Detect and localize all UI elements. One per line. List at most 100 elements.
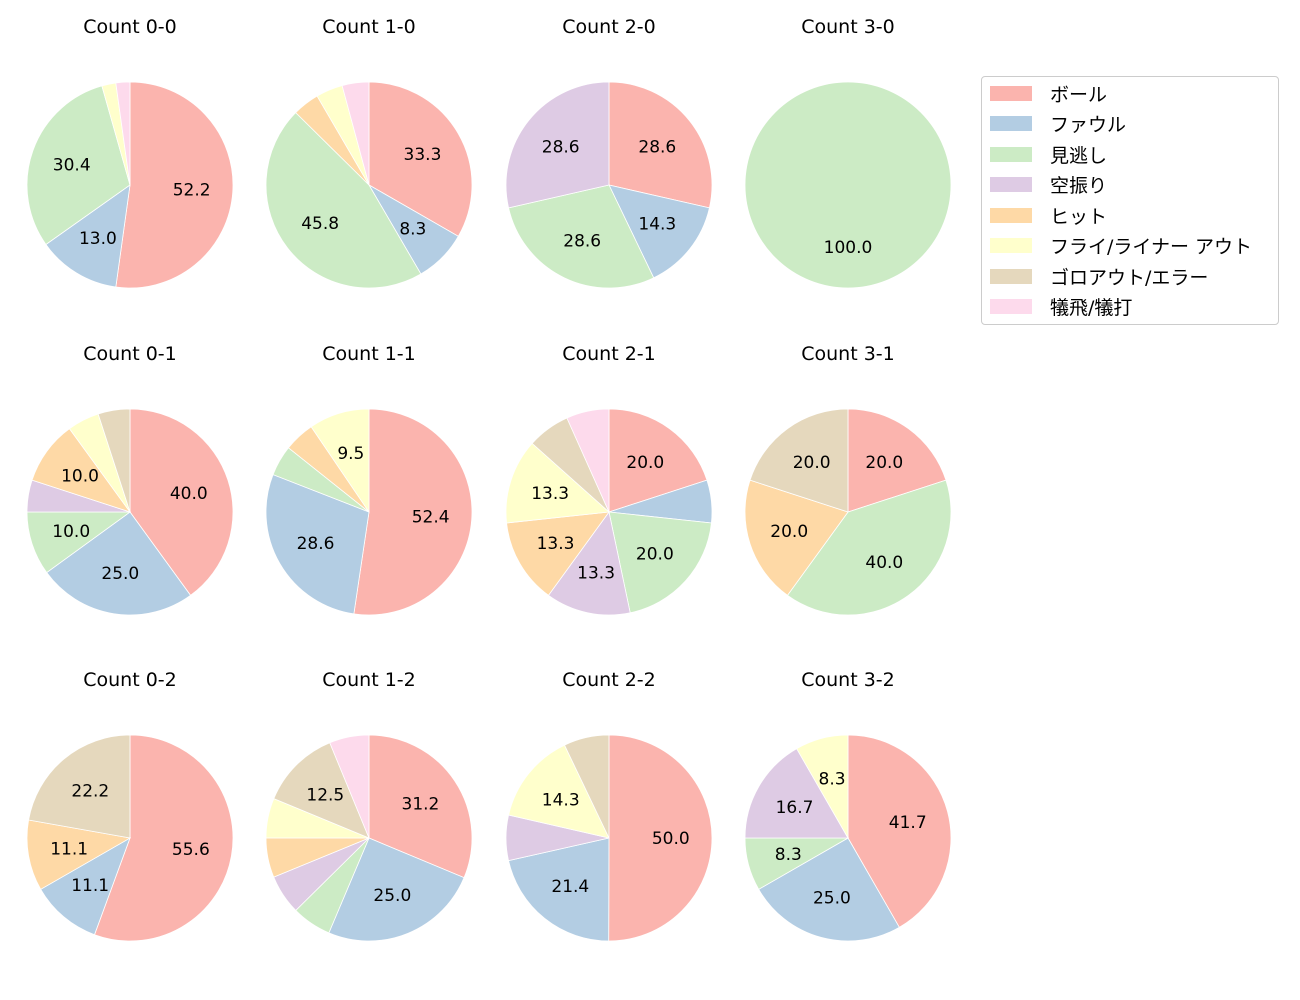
- pie-slice: [93, 734, 234, 942]
- pie-slice: [505, 442, 610, 524]
- pie-slice: [847, 408, 947, 513]
- pie-chart: 52.4 28.6 9.5: [265, 408, 473, 616]
- pie-slice-label: 41.7: [889, 813, 927, 833]
- pie-slice: [328, 837, 465, 942]
- pie-title-0-1: Count 0-1: [83, 343, 177, 365]
- pie-slice: [310, 408, 370, 514]
- pie-slice: [97, 408, 131, 513]
- pie-slice: [265, 112, 422, 289]
- pie-title-1-0: Count 1-0: [322, 16, 416, 38]
- legend-label: ヒット: [1050, 205, 1108, 228]
- pie-slice: [758, 837, 900, 942]
- pie-title-2-2: Count 2-2: [562, 669, 656, 691]
- pie-slice: [796, 734, 849, 840]
- pie-slice: [744, 479, 849, 596]
- pie-chart: 31.2 25.0 12.5: [265, 734, 473, 942]
- pie-chart: 50.0 21.4 14.3: [505, 734, 713, 942]
- pie-slice-label: 45.8: [301, 214, 339, 234]
- pie-slice-label: 28.6: [297, 534, 335, 554]
- legend-label: 見逃し: [1050, 144, 1108, 167]
- pie-slice: [608, 184, 710, 279]
- pie-slice-label: 20.0: [626, 453, 664, 473]
- legend-item-ball: ボール: [990, 80, 1107, 106]
- pie-chart: 20.0 40.0 20.0 20.0: [744, 408, 952, 616]
- pie-title-1-2: Count 1-2: [322, 669, 416, 691]
- pie-slice: [115, 81, 234, 289]
- pie-slice: [508, 184, 655, 289]
- pie-slice-label: 16.7: [776, 798, 814, 818]
- pie-slice: [608, 511, 712, 614]
- pie-slice: [563, 734, 610, 839]
- pie-slice-label: 20.0: [636, 544, 674, 564]
- legend: ボール ファウル 見逃し 空振り ヒット フライ/ライナー アウト ゴロアウト/…: [981, 76, 1279, 325]
- pie-chart: 33.3 8.3 45.8: [265, 81, 473, 289]
- pie-slice-label: 20.0: [865, 453, 903, 473]
- legend-swatch: [990, 176, 1032, 192]
- legend-label: 空振り: [1050, 174, 1108, 197]
- pie-slice: [368, 81, 473, 237]
- pie-slice: [28, 734, 131, 839]
- pie-chart: 52.2 13.0 30.4: [26, 81, 234, 289]
- pie-slice-label: 10.0: [61, 467, 99, 487]
- pie-slice-label: 40.0: [865, 553, 903, 573]
- pie-slice-label: 11.1: [71, 876, 109, 896]
- pie-chart: 55.6 11.1 11.1 22.2: [26, 734, 234, 942]
- legend-swatch: [990, 146, 1032, 162]
- pie-slice: [46, 511, 192, 616]
- pie-slice: [115, 81, 131, 186]
- pie-slice: [505, 81, 610, 209]
- pie-slice: [749, 408, 849, 513]
- pie-title-0-0: Count 0-0: [83, 16, 177, 38]
- pie-slice-label: 25.0: [813, 889, 851, 909]
- legend-item-called-strike: 見逃し: [990, 141, 1107, 167]
- pie-slice-label: 22.2: [71, 782, 109, 802]
- pie-slice-label: 52.2: [173, 180, 211, 200]
- pie-slice-label: 20.0: [793, 453, 831, 473]
- pie-slice-label: 25.0: [101, 564, 139, 584]
- pie-slice-label: 20.0: [770, 522, 808, 542]
- legend-item-sacrifice: 犠飛/犠打: [990, 293, 1132, 319]
- pie-slice-label: 14.3: [542, 790, 580, 810]
- pie-slice-label: 8.3: [819, 769, 846, 789]
- legend-label: ゴロアウト/エラー: [1050, 266, 1209, 289]
- pie-slice-label: 25.0: [373, 886, 411, 906]
- legend-item-ground-out: ゴロアウト/エラー: [990, 263, 1208, 289]
- pie-slice: [608, 408, 708, 513]
- pie-slice-label: 55.6: [172, 840, 210, 860]
- pie-title-2-1: Count 2-1: [562, 343, 656, 365]
- pie-slice-label: 13.3: [577, 563, 615, 583]
- pie-slice: [265, 474, 370, 615]
- pie-slice: [129, 408, 234, 596]
- pie-slice: [26, 85, 131, 246]
- pie-slice: [786, 479, 952, 616]
- pie-slice-label: 52.4: [412, 508, 450, 528]
- legend-label: フライ/ライナー アウト: [1050, 235, 1253, 258]
- pie-slice: [26, 819, 132, 890]
- pie-chart: 20.020.013.313.313.3: [505, 408, 713, 616]
- pie-slice: [508, 837, 610, 942]
- pie-slice-label: 9.5: [337, 444, 364, 464]
- legend-swatch: [990, 115, 1032, 131]
- pie-title-0-2: Count 0-2: [83, 669, 177, 691]
- pie-slice: [847, 734, 952, 928]
- legend-swatch: [990, 207, 1032, 223]
- pie-slice: [353, 408, 473, 616]
- pie-title-2-0: Count 2-0: [562, 16, 656, 38]
- pie-chart: 100.0: [744, 81, 952, 289]
- pie-slice: [547, 511, 631, 616]
- legend-item-foul: ファウル: [990, 110, 1126, 136]
- pie-slice: [273, 742, 370, 839]
- pie-slice: [744, 81, 952, 289]
- pie-slice: [744, 748, 849, 839]
- pie-slice-label: 28.6: [638, 137, 676, 157]
- pie-slice-label: 21.4: [551, 877, 589, 897]
- legend-label: ボール: [1050, 83, 1108, 106]
- pie-slice-label: 13.0: [79, 229, 117, 249]
- pie-title-1-1: Count 1-1: [322, 343, 416, 365]
- pie-slice-label: 100.0: [824, 238, 873, 258]
- pie-slice-label: 33.3: [404, 145, 442, 165]
- legend-item-swinging-strike: 空振り: [990, 171, 1107, 197]
- pie-slice-label: 10.0: [52, 522, 90, 542]
- pie-slice: [341, 81, 370, 186]
